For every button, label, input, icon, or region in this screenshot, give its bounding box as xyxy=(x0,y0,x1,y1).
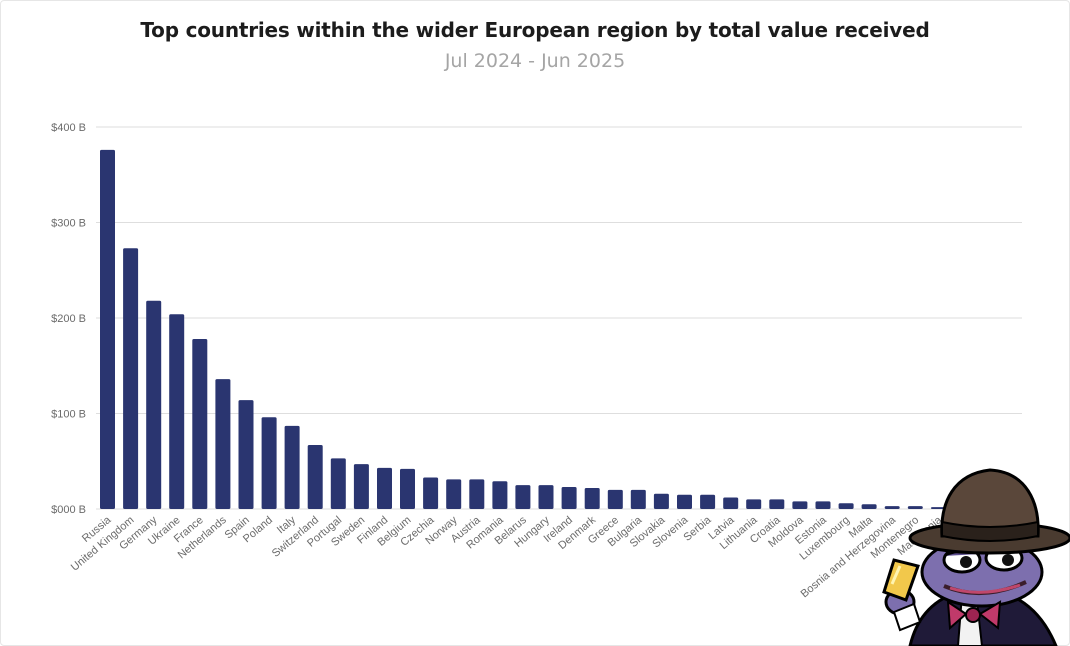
bar-montenegro xyxy=(907,506,923,509)
bar-ukraine xyxy=(169,314,185,509)
gridlines xyxy=(96,126,1022,510)
y-tick-label: $400 B xyxy=(51,122,86,134)
bar-greece xyxy=(607,489,623,509)
chart-title: Top countries within the wider European … xyxy=(140,18,930,42)
bar-switzerland xyxy=(307,445,323,509)
bar-bulgaria xyxy=(630,489,646,509)
bar-slovakia xyxy=(653,493,669,509)
bars xyxy=(100,149,946,510)
bar-ireland xyxy=(561,487,577,509)
bar-malta xyxy=(861,504,877,509)
y-tick-label: $100 B xyxy=(51,409,86,421)
bar-spain xyxy=(238,400,254,509)
y-tick-label: $300 B xyxy=(51,218,86,230)
bar-russia xyxy=(100,149,115,509)
frog-detective-mascot-illustration xyxy=(882,468,1070,646)
bar-croatia xyxy=(769,499,785,509)
chart-subtitle: Jul 2024 - Jun 2025 xyxy=(444,50,626,72)
bar-slovenia xyxy=(677,494,692,509)
bar-belgium xyxy=(400,468,415,509)
bar-sweden xyxy=(353,464,369,509)
bar-estonia xyxy=(815,501,831,509)
y-tick-label: $200 B xyxy=(51,313,86,325)
bar-luxembourg xyxy=(838,503,854,509)
bar-romania xyxy=(492,481,508,509)
bar-denmark xyxy=(584,488,600,509)
bar-finland xyxy=(377,467,392,509)
bar-latvia xyxy=(723,497,739,509)
x-tick-label: Serbia xyxy=(681,514,714,544)
bar-belarus xyxy=(515,485,531,509)
bar-lithuania xyxy=(746,499,762,509)
y-axis-labels: $000 B $100 B $200 B $300 B $400 B xyxy=(51,122,86,516)
bar-united-kingdom xyxy=(123,248,139,510)
bar-italy xyxy=(284,425,300,509)
bar-bosnia-and-herzegovina xyxy=(884,506,900,509)
bar-czechia xyxy=(423,477,439,509)
bar-austria xyxy=(469,479,485,509)
bar-germany xyxy=(146,300,162,509)
bar-hungary xyxy=(538,485,554,509)
bar-france xyxy=(192,339,208,509)
bar-portugal xyxy=(330,458,346,509)
bar-moldova xyxy=(792,501,808,509)
bar-poland xyxy=(261,417,277,509)
bar-norway xyxy=(446,479,462,509)
bar-macedonia xyxy=(930,507,946,509)
bar-serbia xyxy=(700,494,716,509)
y-tick-label: $000 B xyxy=(51,504,86,516)
bar-netherlands xyxy=(215,379,231,509)
